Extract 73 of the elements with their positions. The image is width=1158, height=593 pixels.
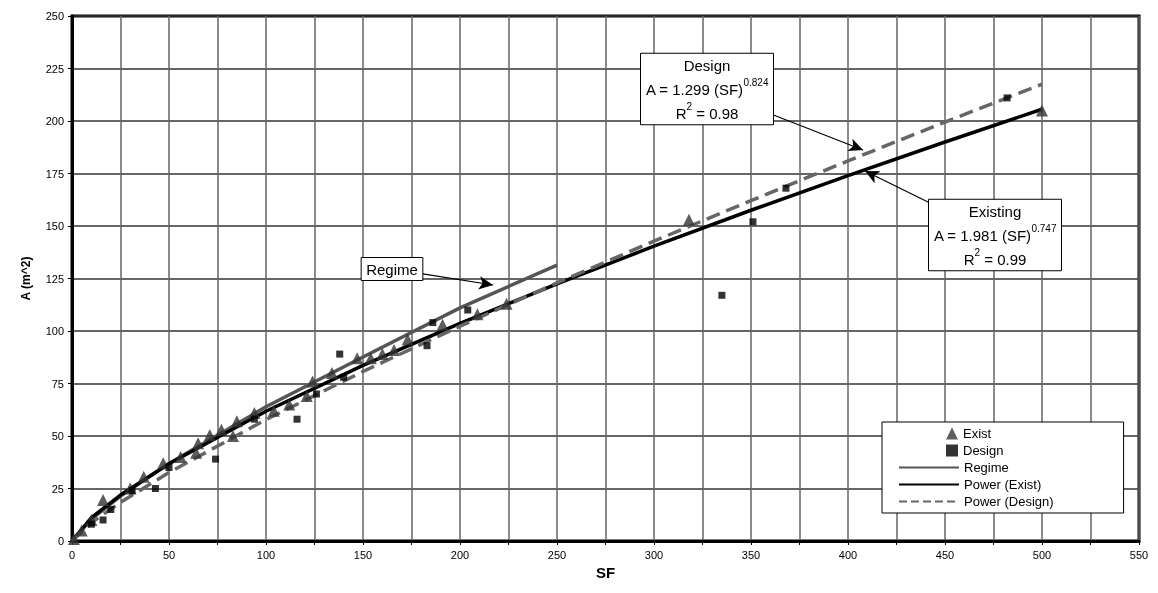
legend-label: Exist: [963, 426, 992, 441]
point: [429, 319, 437, 327]
x-tick-label: 0: [68, 548, 76, 561]
point: [749, 218, 757, 226]
point: [364, 352, 377, 365]
point: [267, 404, 280, 417]
x-axis-title: SF: [595, 563, 616, 581]
point: [682, 213, 695, 226]
y-tick-label: 50: [51, 430, 64, 442]
point: [293, 415, 301, 423]
point: [99, 516, 107, 524]
point: [107, 506, 115, 513]
point: [388, 343, 401, 356]
y-tick-label: 75: [51, 377, 64, 390]
point: [215, 423, 228, 436]
point: [212, 455, 220, 463]
y-tick-label: 25: [51, 482, 64, 495]
y-tick-label: 125: [45, 272, 64, 285]
point: [75, 524, 88, 537]
point: [250, 415, 258, 423]
point: [423, 342, 431, 350]
point: [376, 348, 389, 361]
legend-label: Power (Exist): [964, 477, 1042, 492]
legend-label: Regime: [964, 460, 1009, 475]
point: [67, 532, 80, 545]
point: [436, 318, 449, 331]
point: [782, 184, 790, 192]
point: [500, 297, 513, 310]
y-tick-label: 0: [57, 535, 64, 547]
x-tick-label: 50: [162, 548, 176, 561]
point: [325, 367, 338, 379]
point: [192, 437, 205, 450]
legend-label: Power (Design): [964, 494, 1054, 509]
x-tick-label: 400: [838, 548, 858, 561]
point: [174, 451, 187, 463]
point: [471, 308, 484, 321]
x-tick-label: 550: [1129, 548, 1149, 561]
point: [137, 470, 150, 483]
point: [151, 485, 159, 492]
point: [340, 373, 348, 381]
y-tick-label: 200: [45, 115, 64, 127]
point: [1003, 94, 1011, 102]
point: [306, 375, 319, 388]
x-tick-label: 200: [450, 548, 470, 561]
point: [464, 306, 472, 314]
point: [401, 333, 414, 346]
annotation: Regime: [366, 260, 418, 278]
x-tick-label: 300: [644, 548, 664, 561]
point: [283, 398, 296, 411]
point: [1036, 104, 1048, 117]
x-tick-label: 150: [353, 548, 373, 561]
point: [351, 352, 364, 365]
point: [97, 494, 110, 507]
y-tick-label: 175: [45, 167, 64, 180]
y-tick-label: 225: [45, 62, 64, 75]
y-tick-label: 100: [45, 325, 64, 337]
point: [230, 415, 243, 428]
x-tick-label: 100: [256, 548, 276, 561]
x-tick-label: 350: [741, 548, 761, 561]
legend-label: Design: [963, 443, 1004, 458]
y-tick-label: 150: [45, 220, 64, 232]
x-tick-label: 500: [1032, 548, 1052, 561]
point: [718, 291, 726, 299]
x-tick-label: 450: [935, 548, 955, 561]
point: [227, 430, 240, 442]
point: [165, 464, 173, 471]
point: [300, 390, 313, 403]
x-tick-label: 250: [547, 548, 567, 561]
point: [312, 390, 320, 398]
y-axis-title: A (m^2): [19, 256, 33, 301]
y-tick-label: 250: [45, 10, 64, 22]
point: [336, 350, 344, 358]
point: [203, 428, 216, 441]
